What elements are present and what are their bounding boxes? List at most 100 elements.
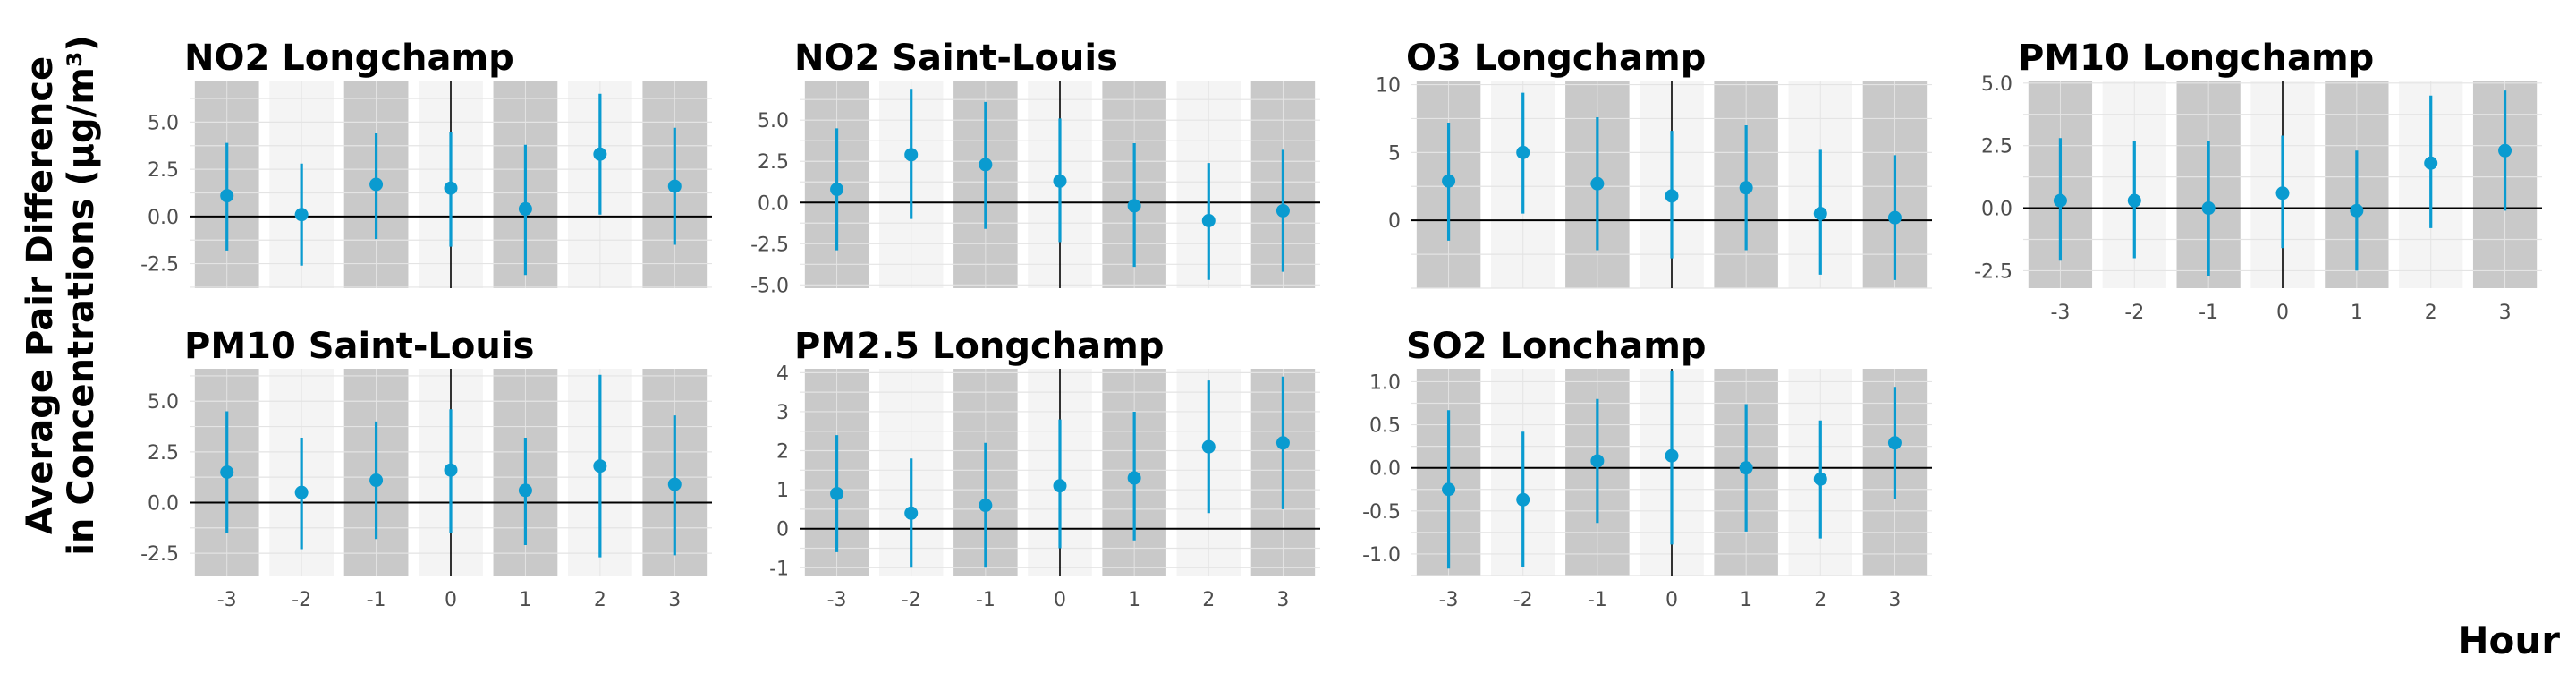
panel-title: PM10 Longchamp (2018, 38, 2374, 79)
y-axis-label-line2: in Concentrations (µg/m³) (61, 35, 102, 556)
y-tick-label: 3 (776, 402, 789, 424)
y-tick-label: 1.0 (1369, 371, 1401, 394)
x-tick-label: 3 (668, 589, 681, 611)
data-point (1201, 214, 1216, 228)
data-point (830, 183, 844, 197)
x-tick-label: -3 (217, 589, 237, 611)
data-point (294, 208, 309, 222)
y-tick-label: 0.0 (1369, 458, 1401, 481)
data-point (667, 179, 682, 193)
y-tick-label: 5.0 (148, 112, 179, 134)
data-point (2424, 156, 2438, 170)
data-point (1813, 472, 1827, 486)
y-tick-label: 0.5 (1369, 415, 1401, 438)
data-point (1665, 189, 1679, 203)
data-point (1127, 199, 1141, 213)
y-tick-label: 0.0 (148, 207, 179, 229)
y-tick-label: -0.5 (1362, 501, 1401, 524)
x-tick-label: 0 (2276, 302, 2289, 324)
panel-title: NO2 Saint-Louis (794, 38, 1118, 79)
data-point (294, 485, 309, 499)
data-point (1739, 461, 1753, 475)
panel-title: PM2.5 Longchamp (794, 326, 1164, 367)
panel-title: O3 Longchamp (1406, 38, 1706, 79)
y-tick-label: 4 (776, 363, 789, 385)
data-point (444, 181, 458, 195)
data-point (2201, 201, 2216, 216)
x-tick-label: -2 (292, 589, 311, 611)
panel-6: -1 0 1 2 3 4 -3 -2 -1 0 1 2 3 PM2.5 Longchamp (769, 326, 1320, 611)
y-tick-label: 0.0 (148, 492, 179, 515)
y-tick-label: -2.5 (140, 254, 179, 277)
panel-4: -2.5 0.0 2.5 5.0 -3 -2 -1 0 1 2 3 PM10 Longchamp (1974, 38, 2542, 324)
x-tick-label: -3 (827, 589, 847, 611)
data-point (2127, 193, 2141, 208)
x-tick-label: -1 (2199, 302, 2218, 324)
data-point (518, 201, 532, 216)
data-point (1442, 482, 1456, 497)
x-tick-label: 1 (1740, 589, 1752, 611)
y-tick-label: 0.0 (1981, 199, 2012, 221)
data-point (369, 473, 384, 488)
x-axis-label: Hour (2457, 618, 2560, 662)
data-point (1442, 174, 1456, 188)
data-point (2275, 186, 2290, 200)
data-point (830, 486, 844, 500)
data-point (369, 177, 384, 192)
data-point (1590, 176, 1605, 191)
panel-title: SO2 Lonchamp (1406, 326, 1707, 367)
data-point (1516, 492, 1530, 507)
data-point (1887, 436, 1902, 450)
data-point (1516, 145, 1530, 159)
data-point (1590, 454, 1605, 468)
y-tick-label: 5 (1388, 142, 1401, 165)
y-tick-label: 2 (776, 441, 789, 464)
panel-1: -2.5 0.0 2.5 5.0 NO2 Longchamp (140, 38, 712, 288)
panel-7: -1.0 -0.5 0.0 0.5 1.0 -3 -2 -1 0 1 2 3 SO2 Lonchamp (1362, 326, 1932, 611)
data-point (1813, 207, 1827, 221)
data-point (904, 506, 919, 520)
x-tick-label: 3 (1276, 589, 1289, 611)
x-tick-label: 0 (1665, 589, 1678, 611)
x-tick-label: 3 (1888, 589, 1901, 611)
data-point (1275, 203, 1290, 218)
data-point (1665, 448, 1679, 463)
data-point (2053, 193, 2067, 208)
data-point (444, 463, 458, 477)
data-point (593, 459, 607, 473)
y-tick-label: -2.5 (1974, 260, 2012, 283)
data-point (979, 499, 993, 513)
panel-2: -5.0 -2.5 0.0 2.5 5.0 NO2 Saint-Louis (750, 38, 1320, 297)
data-point (593, 147, 607, 161)
data-point (1053, 174, 1067, 188)
data-point (1053, 479, 1067, 493)
data-point (2350, 203, 2364, 218)
data-point (2498, 143, 2512, 158)
data-point (1739, 181, 1753, 195)
x-tick-label: 3 (2499, 302, 2512, 324)
y-tick-label: 0 (776, 519, 789, 542)
x-tick-label: 1 (519, 589, 531, 611)
panel-5: -2.5 0.0 2.5 5.0 -3 -2 -1 0 1 2 3 PM10 Saint-Louis (140, 326, 712, 611)
x-tick-label: -1 (976, 589, 996, 611)
x-tick-label: 0 (1054, 589, 1066, 611)
x-tick-label: 0 (445, 589, 457, 611)
y-axis-label-container: Average Pair Difference in Concentration… (20, 35, 102, 556)
y-tick-label: 5.0 (1981, 73, 2012, 96)
y-tick-label: 2.5 (1981, 136, 2012, 158)
x-tick-label: 2 (2425, 302, 2437, 324)
y-tick-label: 5.0 (758, 110, 789, 132)
data-point (1127, 471, 1141, 485)
y-tick-label: -5.0 (750, 275, 789, 297)
y-tick-label: -2.5 (140, 543, 179, 566)
y-tick-label: 2.5 (148, 442, 179, 465)
y-tick-label: -1 (769, 558, 789, 580)
y-tick-label: 10 (1376, 75, 1401, 98)
x-tick-label: 2 (1202, 589, 1215, 611)
panel-title: PM10 Saint-Louis (184, 326, 534, 367)
y-axis-label-line1: Average Pair Difference (20, 55, 61, 535)
data-point (979, 158, 993, 172)
data-point (1275, 436, 1290, 450)
